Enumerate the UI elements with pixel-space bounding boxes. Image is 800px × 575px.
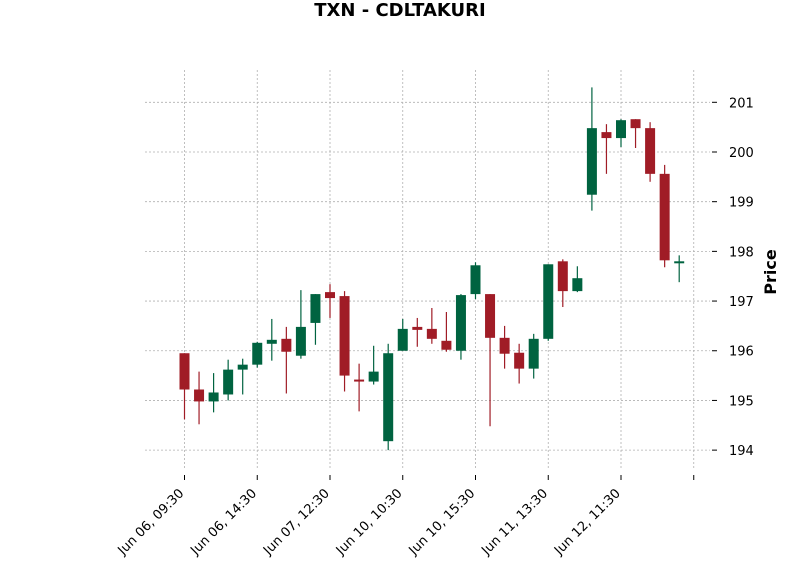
- candle-body: [572, 278, 583, 292]
- candle-body: [354, 379, 365, 382]
- x-tick-label: Jun 06, 09:30: [115, 486, 188, 559]
- candle-body: [281, 338, 292, 352]
- candle-body: [252, 342, 263, 365]
- candle-body: [630, 119, 641, 129]
- candle-body: [426, 328, 437, 339]
- y-tick-label: 196: [729, 345, 754, 360]
- candle-body: [397, 328, 408, 351]
- x-tick-label: Jun 10, 10:30: [333, 486, 406, 559]
- candle-body: [223, 369, 234, 395]
- candle-body: [470, 265, 481, 295]
- x-tick-label: Jun 11, 13:30: [478, 486, 551, 559]
- candle-body: [383, 353, 394, 442]
- candle-body: [659, 173, 670, 261]
- candle-body: [194, 389, 205, 402]
- x-axis: Jun 06, 09:30 Jun 06, 14:30 Jun 07, 12:30 J…: [115, 475, 695, 559]
- candle-body: [674, 261, 685, 264]
- candle-body: [412, 326, 423, 330]
- candle-body: [237, 364, 248, 370]
- x-tick-label: Jun 07, 12:30: [260, 486, 333, 559]
- candle-body: [499, 337, 510, 354]
- candle-body: [295, 326, 306, 356]
- y-tick-label: 200: [729, 146, 754, 161]
- y-tick-label: 199: [729, 196, 754, 211]
- x-tick-label: Jun 12, 11:30: [551, 486, 624, 559]
- candles: [179, 87, 685, 451]
- x-tick-label: Jun 06, 14:30: [187, 486, 260, 559]
- y-tick-label: 195: [729, 394, 754, 409]
- y-tick-label: 194: [729, 444, 754, 459]
- candle-body: [616, 120, 626, 139]
- candle-body: [645, 128, 656, 174]
- y-tick-label: 201: [729, 96, 754, 111]
- x-tick-label: Jun 10, 15:30: [406, 486, 479, 559]
- candle-body: [528, 338, 539, 369]
- candle-body: [208, 392, 219, 402]
- candle-body: [514, 352, 525, 369]
- y-tick-label: 198: [729, 245, 754, 260]
- candle-body: [310, 294, 321, 323]
- candle-body: [557, 261, 568, 292]
- y-tick-label: 197: [729, 295, 754, 310]
- candle-body: [339, 296, 350, 376]
- candle-body: [179, 353, 190, 390]
- chart-title: TXN - CDLTAKURI: [314, 0, 486, 21]
- candle-body: [586, 128, 597, 195]
- candle-body: [441, 340, 452, 350]
- candle-body: [368, 371, 379, 382]
- candle-body: [325, 292, 335, 299]
- candle-body: [601, 132, 612, 139]
- candle-body: [455, 295, 466, 351]
- candle-body: [543, 264, 554, 339]
- y-axis-label: Price: [761, 249, 780, 295]
- y-axis: 194 195 196 197 198 199 200 201: [712, 96, 754, 459]
- candle-body: [266, 339, 277, 344]
- candle-body: [485, 294, 496, 338]
